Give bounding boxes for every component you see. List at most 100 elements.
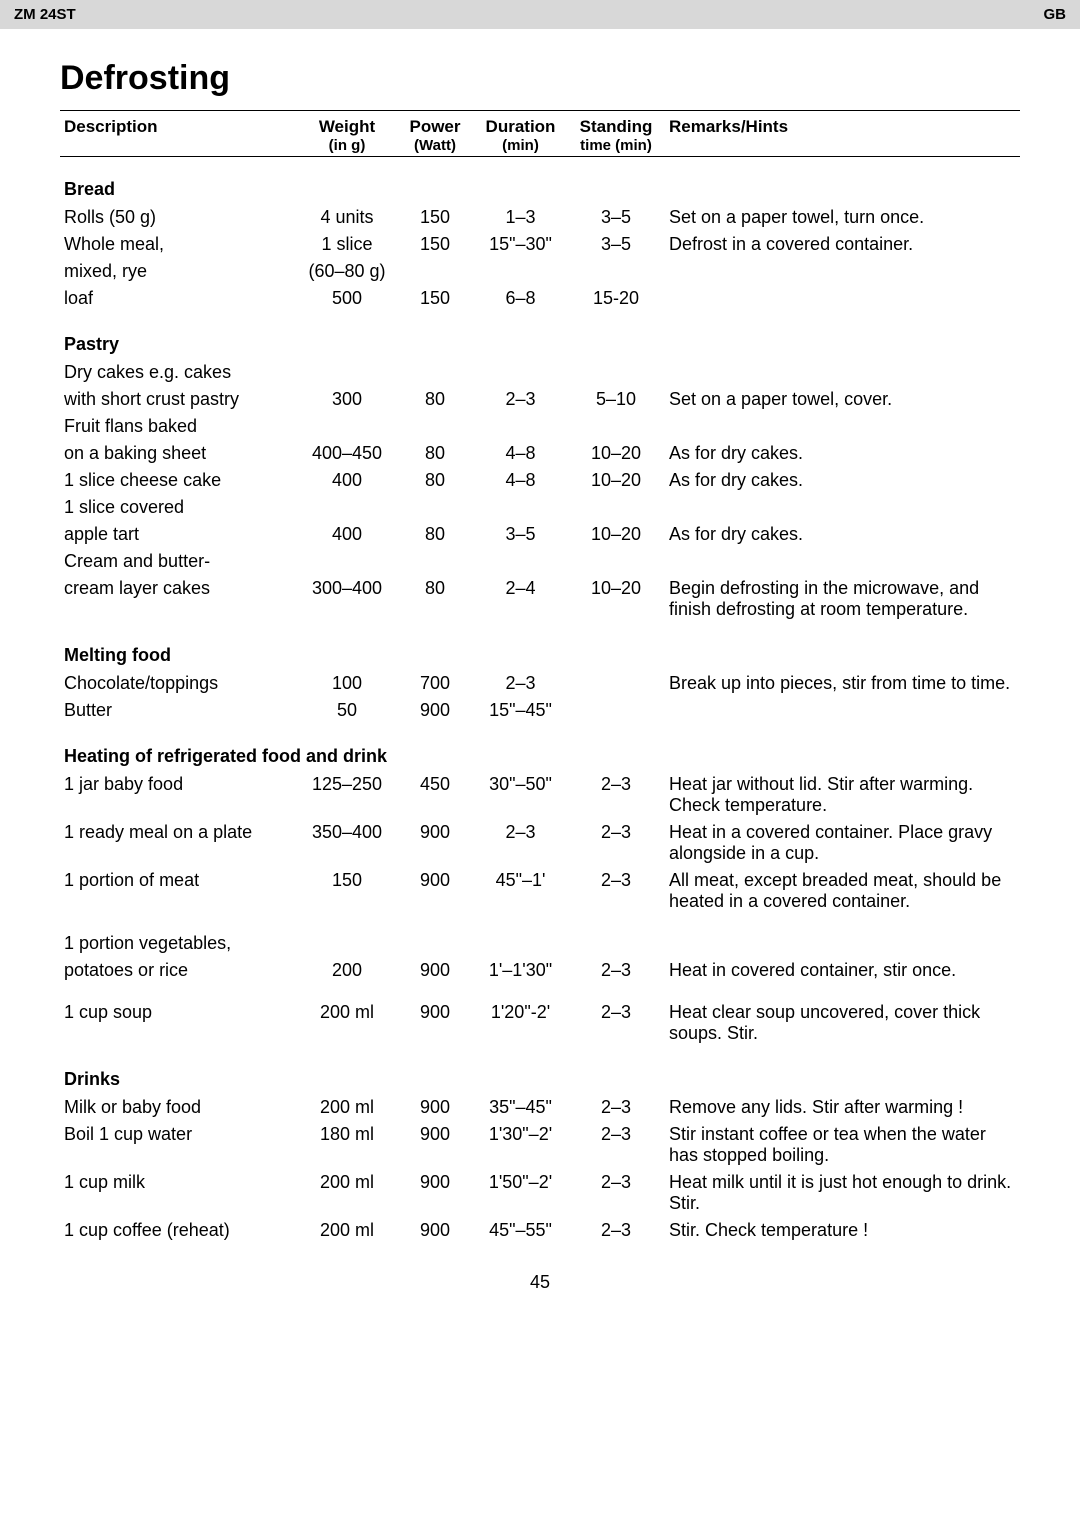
table-body: BreadRolls (50 g)4 units1501–33–5Set on … — [60, 157, 1020, 1245]
cell-remarks: Begin defrosting in the microwave, and f… — [665, 575, 1020, 623]
col-power-sub: (Watt) — [400, 137, 470, 154]
cell-weight: 200 — [298, 957, 396, 984]
cell-desc: Fruit flans baked — [60, 413, 298, 440]
cell-power: 900 — [396, 1121, 474, 1169]
cell-remarks: Heat in covered container, stir once. — [665, 957, 1020, 984]
cell-power: 900 — [396, 867, 474, 915]
table-row: 1 ready meal on a plate350–4009002–32–3H… — [60, 819, 1020, 867]
cell-remarks — [665, 915, 1020, 957]
cell-weight: 200 ml — [298, 1169, 396, 1217]
cell-remarks: Defrost in a covered container. — [665, 231, 1020, 258]
cell-desc: 1 jar baby food — [60, 771, 298, 819]
table-row: apple tart400803–510–20As for dry cakes. — [60, 521, 1020, 548]
cell-standing: 10–20 — [567, 467, 665, 494]
cell-standing: 2–3 — [567, 984, 665, 1047]
table-row: Butter5090015"–45" — [60, 697, 1020, 724]
cell-standing: 10–20 — [567, 521, 665, 548]
section-label: Heating of refrigerated food and drink — [60, 724, 1020, 771]
col-weight: Weight (in g) — [298, 111, 396, 157]
col-rem-label: Remarks/Hints — [669, 117, 788, 136]
cell-desc: 1 slice covered — [60, 494, 298, 521]
cell-duration — [474, 915, 567, 957]
cell-remarks: Break up into pieces, stir from time to … — [665, 670, 1020, 697]
table-row: Whole meal,1 slice15015"–30"3–5Defrost i… — [60, 231, 1020, 258]
cell-desc: 1 cup coffee (reheat) — [60, 1217, 298, 1244]
table-row: 1 portion vegetables, — [60, 915, 1020, 957]
cell-power — [396, 258, 474, 285]
cell-standing — [567, 697, 665, 724]
col-weight-label: Weight — [319, 117, 375, 136]
cell-duration: 2–3 — [474, 819, 567, 867]
cell-power: 900 — [396, 819, 474, 867]
cell-standing — [567, 548, 665, 575]
cell-remarks: As for dry cakes. — [665, 440, 1020, 467]
cell-duration: 45"–55" — [474, 1217, 567, 1244]
cell-weight: 350–400 — [298, 819, 396, 867]
table-row: 1 cup milk200 ml9001'50"–2'2–3Heat milk … — [60, 1169, 1020, 1217]
cell-weight: (60–80 g) — [298, 258, 396, 285]
cell-standing: 10–20 — [567, 440, 665, 467]
cell-desc: with short crust pastry — [60, 386, 298, 413]
cell-duration: 3–5 — [474, 521, 567, 548]
cell-standing: 3–5 — [567, 231, 665, 258]
cell-weight: 400 — [298, 467, 396, 494]
cell-weight: 200 ml — [298, 984, 396, 1047]
cell-remarks: Heat jar without lid. Stir after warming… — [665, 771, 1020, 819]
col-remarks: Remarks/Hints — [665, 111, 1020, 157]
cell-desc: cream layer cakes — [60, 575, 298, 623]
region-label: GB — [1044, 6, 1067, 23]
cell-power — [396, 413, 474, 440]
cell-duration: 45"–1' — [474, 867, 567, 915]
col-description: Description — [60, 111, 298, 157]
table-row: 1 slice covered — [60, 494, 1020, 521]
table-row: Rolls (50 g)4 units1501–33–5Set on a pap… — [60, 204, 1020, 231]
cell-weight: 400–450 — [298, 440, 396, 467]
cell-power: 80 — [396, 467, 474, 494]
cell-power: 80 — [396, 440, 474, 467]
cell-standing: 2–3 — [567, 867, 665, 915]
cell-desc: Boil 1 cup water — [60, 1121, 298, 1169]
cell-remarks: As for dry cakes. — [665, 467, 1020, 494]
cell-power: 150 — [396, 231, 474, 258]
cell-standing — [567, 359, 665, 386]
cell-desc: Butter — [60, 697, 298, 724]
cell-duration: 1'50"–2' — [474, 1169, 567, 1217]
cell-remarks — [665, 413, 1020, 440]
model-label: ZM 24ST — [14, 6, 76, 23]
cell-remarks: As for dry cakes. — [665, 521, 1020, 548]
cell-power: 900 — [396, 984, 474, 1047]
cell-power: 450 — [396, 771, 474, 819]
cell-weight: 50 — [298, 697, 396, 724]
cell-weight: 300–400 — [298, 575, 396, 623]
cell-remarks: Heat in a covered container. Place gravy… — [665, 819, 1020, 867]
cell-duration — [474, 494, 567, 521]
cell-weight: 200 ml — [298, 1094, 396, 1121]
col-power-label: Power — [409, 117, 460, 136]
cell-weight: 300 — [298, 386, 396, 413]
cell-remarks: All meat, except breaded meat, should be… — [665, 867, 1020, 915]
cell-weight: 400 — [298, 521, 396, 548]
cell-power: 900 — [396, 1094, 474, 1121]
table-row: potatoes or rice2009001'–1'30"2–3Heat in… — [60, 957, 1020, 984]
section-label: Pastry — [60, 312, 1020, 359]
cell-weight: 1 slice — [298, 231, 396, 258]
section-label: Bread — [60, 157, 1020, 205]
page-number: 45 — [60, 1244, 1020, 1303]
cell-remarks: Remove any lids. Stir after warming ! — [665, 1094, 1020, 1121]
cell-desc: 1 cup milk — [60, 1169, 298, 1217]
cell-weight — [298, 413, 396, 440]
cell-remarks: Stir instant coffee or tea when the wate… — [665, 1121, 1020, 1169]
cell-desc: mixed, rye — [60, 258, 298, 285]
table-row: cream layer cakes300–400802–410–20Begin … — [60, 575, 1020, 623]
cell-standing: 2–3 — [567, 819, 665, 867]
cell-standing: 2–3 — [567, 1094, 665, 1121]
cell-desc: 1 portion vegetables, — [60, 915, 298, 957]
cell-desc: 1 portion of meat — [60, 867, 298, 915]
cell-weight: 200 ml — [298, 1217, 396, 1244]
section-header: Heating of refrigerated food and drink — [60, 724, 1020, 771]
cell-weight: 180 ml — [298, 1121, 396, 1169]
cell-remarks — [665, 548, 1020, 575]
cell-duration: 1'20"-2' — [474, 984, 567, 1047]
section-header: Melting food — [60, 623, 1020, 670]
cell-remarks — [665, 258, 1020, 285]
